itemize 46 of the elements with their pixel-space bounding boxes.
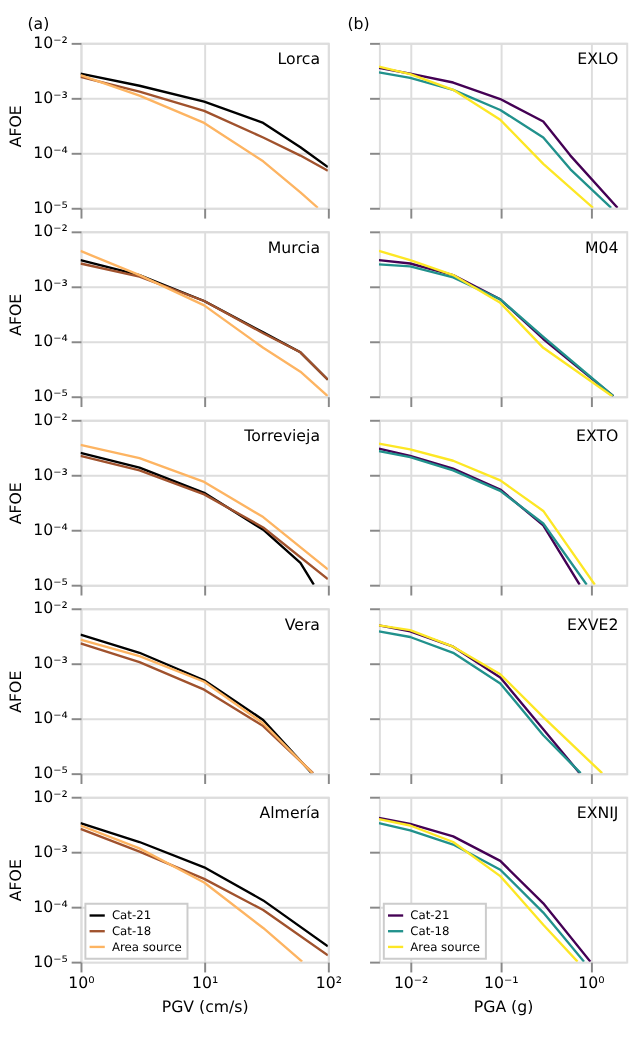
x-tick-label: 10¹ bbox=[192, 974, 219, 993]
y-axis-title: AFOE bbox=[7, 670, 26, 713]
y-axis-title: AFOE bbox=[7, 105, 26, 148]
chart-title: (a) bbox=[27, 15, 50, 34]
annotation: Almería bbox=[259, 804, 321, 823]
y-tick-label: 10⁻⁵ bbox=[33, 952, 68, 971]
y-tick-label: 10⁻³ bbox=[33, 842, 68, 861]
x-tick-label: 10⁻¹ bbox=[483, 974, 519, 993]
annotation: Murcia bbox=[267, 238, 321, 257]
annotation: M04 bbox=[584, 238, 619, 257]
y-tick-label: 10⁻⁴ bbox=[33, 143, 68, 162]
y-tick-label: 10⁻⁴ bbox=[33, 897, 68, 916]
y-tick-label: 10⁻⁵ bbox=[33, 387, 68, 406]
y-axis-title: AFOE bbox=[7, 859, 26, 902]
y-tick-label: 10⁻² bbox=[33, 787, 68, 806]
annotation: Torrevieja bbox=[242, 427, 321, 446]
y-tick-label: 10⁻² bbox=[33, 599, 68, 618]
annotation: EXVE2 bbox=[567, 615, 619, 634]
x-tick-label: 10⁰ bbox=[68, 974, 95, 993]
y-tick-label: 10⁻² bbox=[33, 222, 68, 241]
x-tick-label: 10² bbox=[315, 974, 342, 993]
x-axis-title: PGV (cm/s) bbox=[161, 997, 249, 1016]
line-series bbox=[80, 443, 328, 571]
y-tick-label: 10⁻⁵ bbox=[33, 198, 68, 217]
annotation: Vera bbox=[284, 615, 321, 634]
y-tick-label: 10⁻² bbox=[33, 410, 68, 429]
y-tick-label: 10⁻⁴ bbox=[33, 332, 68, 351]
y-axis-title: AFOE bbox=[7, 482, 26, 525]
y-tick-label: 10⁻⁵ bbox=[33, 575, 68, 594]
x-tick-label: 10⁰ bbox=[578, 974, 605, 993]
chart-title: (b) bbox=[347, 15, 370, 34]
annotation: Lorca bbox=[277, 50, 321, 69]
y-axis-title: AFOE bbox=[7, 293, 26, 336]
y-tick-label: 10⁻² bbox=[33, 33, 68, 52]
y-tick-label: 10⁻³ bbox=[33, 654, 68, 673]
y-tick-label: 10⁻⁴ bbox=[33, 709, 68, 728]
annotation: EXTO bbox=[576, 427, 619, 446]
annotation: EXLO bbox=[577, 50, 619, 69]
y-tick-label: 10⁻³ bbox=[33, 88, 68, 107]
y-tick-label: 10⁻⁵ bbox=[33, 764, 68, 783]
x-axis-title: PGA (g) bbox=[473, 997, 534, 1016]
y-tick-label: 10⁻³ bbox=[33, 277, 68, 296]
y-tick-label: 10⁻³ bbox=[33, 465, 68, 484]
annotation: EXNIJ bbox=[576, 804, 619, 823]
y-tick-label: 10⁻⁴ bbox=[33, 520, 68, 539]
x-tick-label: 10⁻² bbox=[393, 974, 429, 993]
